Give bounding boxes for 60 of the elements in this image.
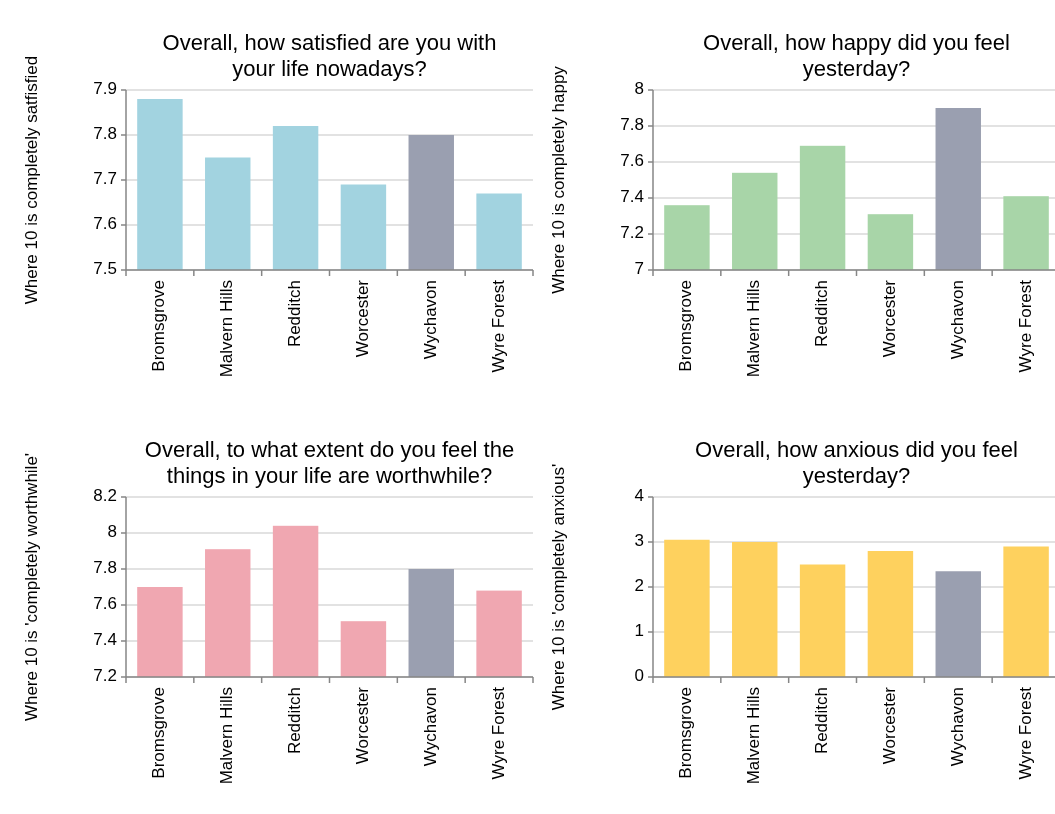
y-tick-label: 7.8	[93, 558, 117, 578]
bar	[867, 551, 914, 677]
y-tick-label: 7.6	[93, 214, 117, 234]
y-tick-label: 7.8	[620, 115, 644, 135]
x-tick-label: Worcester	[879, 686, 899, 765]
y-tick-label: 7.4	[93, 630, 117, 650]
y-tick-label: 7	[634, 259, 644, 279]
y-axis-title: Where 10 is 'completely anxious'	[549, 463, 569, 711]
x-tick-label: Bromsgrove	[149, 687, 169, 779]
y-tick-label: 3	[634, 531, 644, 551]
x-tick-label: Malvern Hills	[744, 280, 764, 378]
x-tick-label: Redditch	[812, 687, 832, 755]
x-tick-label: Malvern Hills	[217, 280, 237, 378]
y-tick-label: 7.2	[620, 223, 644, 243]
x-tick-label: Malvern Hills	[744, 687, 764, 785]
y-tick-label: 2	[634, 576, 644, 596]
bar	[664, 539, 710, 677]
x-tick-label: Wyre Forest	[1015, 279, 1035, 373]
y-tick-label: 8	[107, 522, 117, 542]
x-tick-label: Worcester	[352, 686, 372, 765]
x-tick-label: Worcester	[879, 279, 899, 358]
x-tick-label: Bromsgrove	[676, 687, 696, 779]
y-axis-title: Where 10 is 'completely worthwhile'	[22, 452, 42, 722]
bar	[732, 542, 778, 677]
x-tick-label: Wychavon	[420, 280, 440, 360]
x-tick-label: Redditch	[285, 280, 305, 348]
x-tick-label: Wyre Forest	[1015, 686, 1035, 780]
y-tick-label: 7.4	[620, 187, 644, 207]
y-tick-label: 8	[634, 79, 644, 99]
y-tick-label: 1	[634, 621, 644, 641]
x-tick-label: Wychavon	[420, 687, 440, 767]
x-tick-label: Worcester	[352, 279, 372, 358]
x-tick-label: Redditch	[812, 280, 832, 348]
y-tick-label: 7.6	[93, 594, 117, 614]
bar	[1003, 546, 1049, 677]
y-tick-label: 7.5	[93, 259, 117, 279]
bar	[935, 571, 981, 677]
y-tick-label: 7.9	[93, 79, 117, 99]
y-tick-label: 7.2	[93, 666, 117, 686]
y-tick-label: 7.7	[93, 169, 117, 189]
y-tick-label: 7.6	[620, 151, 644, 171]
y-axis-title: Where 10 is completely happy	[549, 65, 569, 294]
chart-title: Overall, how anxious did you feel yesterday?	[695, 437, 1018, 488]
y-tick-label: 8.2	[93, 486, 117, 506]
y-tick-label: 7.8	[93, 124, 117, 144]
x-tick-label: Bromsgrove	[676, 280, 696, 372]
bar	[799, 564, 846, 677]
x-tick-label: Wychavon	[947, 280, 967, 360]
y-axis-title: Where 10 is completely satfisfied	[22, 55, 42, 305]
y-tick-label: 0	[634, 666, 644, 686]
x-tick-label: Bromsgrove	[149, 280, 169, 372]
chart-title: Overall, to what extent do you feel the things in your life are worthwhile?	[144, 437, 515, 488]
x-tick-label: Redditch	[285, 687, 305, 755]
x-tick-label: Wyre Forest	[488, 686, 508, 780]
y-tick-label: 4	[634, 486, 644, 506]
x-tick-label: Wychavon	[947, 687, 967, 767]
chart-title: Overall, how happy did you feel yesterday?	[703, 30, 1010, 81]
x-tick-label: Malvern Hills	[217, 687, 237, 785]
chart-title: Overall, how satisfied are you with your life nowadays?	[162, 30, 497, 81]
x-tick-label: Wyre Forest	[488, 279, 508, 373]
